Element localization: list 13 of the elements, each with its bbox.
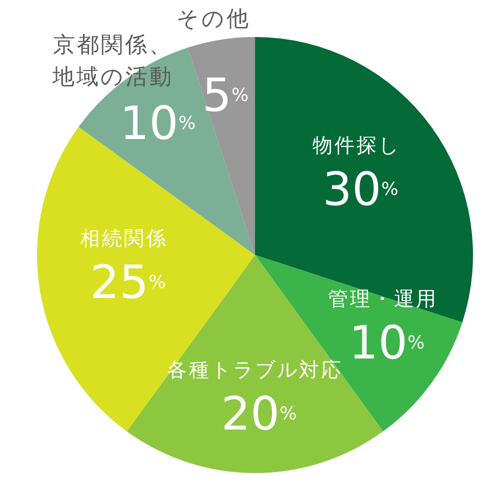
slice-label: 物件探し <box>312 132 401 157</box>
data-label: 10% <box>120 96 196 150</box>
data-label: 5% <box>202 68 249 122</box>
pie-slice <box>255 37 473 322</box>
data-label: 10% <box>348 316 425 370</box>
slice-label: 各種トラブル対応 <box>166 358 343 382</box>
data-label: 20% <box>221 386 297 441</box>
data-label: 25% <box>90 254 166 309</box>
slice-label: 京都関係、地域の活動 <box>51 32 174 90</box>
slice-label: その他 <box>176 7 251 32</box>
slice-label: 相続関係 <box>80 226 168 250</box>
data-label: 30% <box>322 162 398 216</box>
slice-label: 管理・運用 <box>328 286 438 311</box>
